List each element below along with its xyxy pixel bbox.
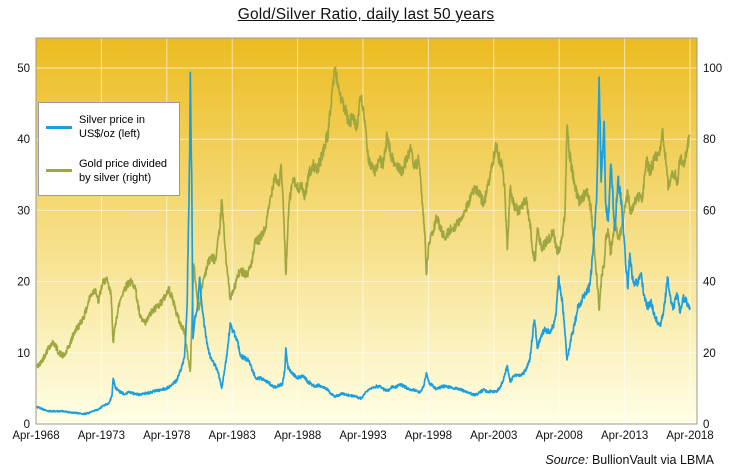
right-axis-tick-label: 100 [703, 63, 722, 75]
source-label: Source: [545, 453, 589, 467]
plot-border [35, 37, 698, 425]
x-axis-tick-label: Apr-1968 [12, 430, 59, 442]
source-text: BullionVault via LBMA [591, 453, 714, 467]
x-axis-tick-label: Apr-1983 [209, 430, 256, 442]
chart-legend: Silver price in US$/oz (left) Gold price… [38, 102, 180, 197]
left-axis-tick-label: 10 [17, 348, 30, 360]
right-axis-tick-label: 80 [703, 134, 716, 146]
right-axis-tick-label: 20 [703, 348, 716, 360]
legend-item-ratio: Gold price divided by silver (right) [46, 157, 172, 186]
legend-item-silver: Silver price in US$/oz (left) [46, 113, 172, 142]
right-axis-tick-label: 40 [703, 277, 716, 289]
plot-background [36, 38, 697, 424]
x-axis-tick-label: Apr-1993 [339, 430, 386, 442]
left-axis-tick-label: 40 [17, 134, 30, 146]
left-axis-tick-label: 50 [17, 63, 30, 75]
source-note: Source: BullionVault via LBMA [545, 453, 714, 467]
left-axis-tick-label: 0 [24, 419, 30, 431]
x-axis-tick-label: Apr-1978 [143, 430, 190, 442]
chart-title: Gold/Silver Ratio, daily last 50 years [237, 6, 495, 23]
silver-line-swatch [46, 125, 72, 129]
x-axis-tick-label: Apr-2013 [601, 430, 648, 442]
legend-label-ratio: Gold price divided by silver (right) [79, 157, 168, 184]
x-axis-tick-label: Apr-2008 [536, 430, 583, 442]
left-axis-tick-label: 30 [17, 205, 30, 217]
ratio-line-series [35, 66, 691, 373]
x-axis-tick-label: Apr-1998 [405, 430, 452, 442]
left-axis-tick-label: 20 [17, 277, 30, 289]
silver-line-series [36, 71, 691, 416]
legend-label-silver: Silver price in US$/oz (left) [79, 114, 146, 141]
x-axis-tick-label: Apr-2003 [470, 430, 517, 442]
ratio-line-swatch [46, 169, 72, 173]
right-axis-tick-label: 60 [703, 205, 716, 217]
x-axis-tick-label: Apr-1973 [78, 430, 125, 442]
right-axis-tick-label: 0 [703, 419, 709, 431]
x-axis-tick-label: Apr-1988 [274, 430, 321, 442]
x-axis-tick-label: Apr-2018 [666, 430, 713, 442]
